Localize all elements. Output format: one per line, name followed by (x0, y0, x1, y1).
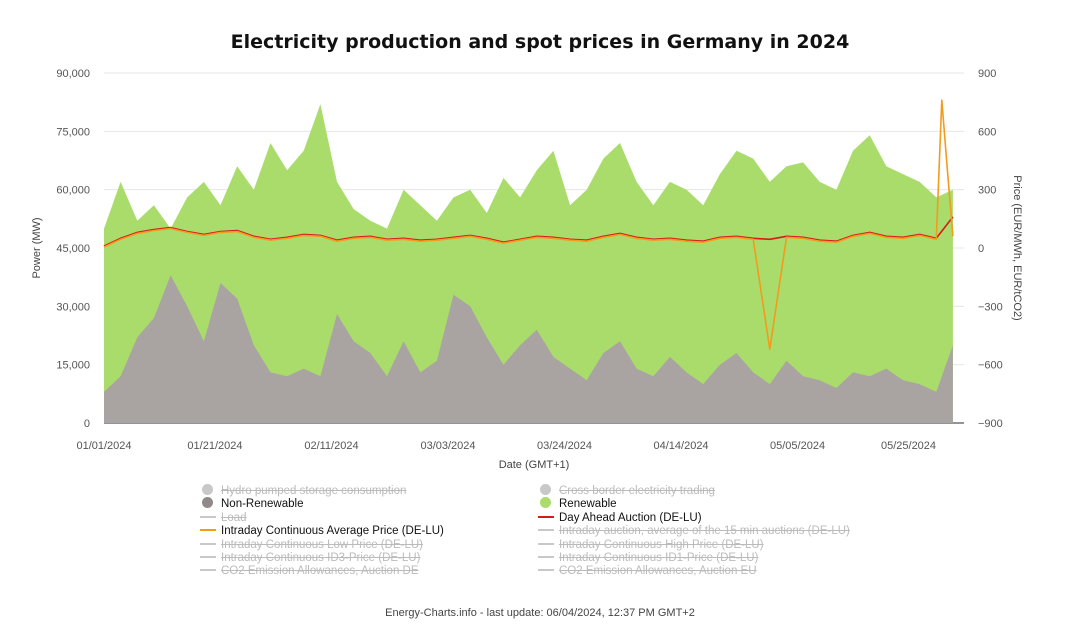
legend-item[interactable]: Non-Renewable (200, 497, 303, 511)
date-axis-title: Date (GMT+1) (499, 459, 570, 471)
y2-tick-label: 0 (978, 243, 984, 255)
legend-line-icon (200, 556, 216, 558)
legend-label: Hydro pumped storage consumption (221, 485, 407, 497)
price-axis-title: Price (EUR/MWh, EUR/tCO2) (1011, 175, 1023, 320)
x-tick-label: 01/21/2024 (187, 440, 242, 452)
legend-item[interactable]: CO2 Emission Allowances, Auction DE (200, 564, 419, 578)
legend-label: Intraday Continuous ID1-Price (DE-LU) (559, 552, 759, 564)
legend-item[interactable]: Intraday auction, average of the 15 min … (538, 524, 850, 538)
legend-label: Renewable (559, 498, 617, 511)
legend-item[interactable]: Intraday Continuous Low Price (DE-LU) (200, 538, 423, 552)
legend-label: Intraday Continuous Low Price (DE-LU) (221, 538, 423, 551)
legend-line-icon (200, 529, 216, 532)
y-tick-label: 90,000 (56, 68, 90, 80)
legend-label: Intraday Continuous Average Price (DE-LU… (221, 525, 444, 538)
y-tick-label: 45,000 (56, 243, 90, 255)
legend-item[interactable]: Intraday Continuous ID1-Price (DE-LU) (538, 551, 758, 565)
y-tick-label: 30,000 (56, 301, 90, 313)
legend-label: Cross border electricity trading (559, 485, 715, 497)
legend-dot-icon (202, 484, 213, 495)
renewable-area (104, 104, 953, 423)
legend-line-icon (538, 542, 554, 545)
legend-label: Intraday auction, average of the 15 min … (559, 525, 850, 538)
legend-line-icon (200, 569, 216, 572)
y2-tick-label: −900 (978, 418, 1003, 430)
legend-label: Load (221, 511, 247, 524)
x-tick-label: 04/14/2024 (654, 440, 709, 452)
area-series (104, 104, 953, 423)
legend-label: Non-Renewable (221, 498, 304, 511)
y2-tick-label: 600 (978, 126, 996, 138)
power-axis-title: Power (MW) (31, 217, 43, 278)
x-tick-label: 05/25/2024 (881, 440, 936, 452)
footer-credit: Energy-Charts.info - last update: 06/04/… (385, 607, 695, 619)
legend-item[interactable]: CO2 Emission Allowances, Auction EU (538, 564, 757, 578)
legend-item[interactable]: Cross border electricity trading (538, 484, 715, 498)
legend-item[interactable]: Day Ahead Auction (DE-LU) (538, 511, 702, 525)
price-series (103, 99, 954, 350)
x-tick-label: 03/03/2024 (420, 440, 475, 452)
legend-line-icon (200, 542, 216, 545)
legend-line-icon (538, 515, 554, 518)
chart-title: Electricity production and spot prices i… (231, 31, 850, 53)
legend-label: Intraday Continuous ID3-Price (DE-LU) (221, 552, 421, 564)
x-tick-label: 05/05/2024 (770, 440, 825, 452)
legend-label: Day Ahead Auction (DE-LU) (559, 511, 702, 524)
legend-label: CO2 Emission Allowances, Auction EU (559, 565, 757, 578)
intraday-average-line (103, 99, 954, 350)
y2-tick-label: 300 (978, 185, 996, 197)
legend-label: CO2 Emission Allowances, Auction DE (221, 565, 419, 578)
legend-item[interactable]: Intraday Continuous High Price (DE-LU) (538, 538, 764, 552)
date-axis-ticks: 01/01/2024 01/21/2024 02/11/2024 03/03/2024… (76, 440, 936, 452)
power-axis-ticks: 0 15,000 30,000 45,000 60,000 75,000 90,000 (56, 68, 90, 430)
legend-line-icon (200, 515, 216, 518)
day-ahead-line (103, 216, 954, 247)
y-tick-label: 75,000 (56, 126, 90, 138)
y2-tick-label: −600 (978, 360, 1003, 372)
legend-item[interactable]: Load (200, 511, 247, 525)
x-tick-label: 02/11/2024 (304, 440, 358, 452)
legend-item[interactable]: Intraday Continuous ID3-Price (DE-LU) (200, 551, 420, 565)
energy-chart: Electricity production and spot prices i… (31, 31, 1023, 471)
y-tick-label: 0 (84, 418, 90, 430)
y2-tick-label: 900 (978, 68, 996, 80)
legend-item[interactable]: Hydro pumped storage consumption (200, 484, 406, 498)
legend-item[interactable]: Intraday Continuous Average Price (DE-LU… (200, 524, 444, 538)
non-renewable-area (104, 275, 953, 423)
x-tick-label: 01/01/2024 (76, 440, 131, 452)
price-axis-ticks: −900 −600 −300 0 300 600 900 (978, 68, 1003, 430)
legend-dot-icon (540, 484, 551, 495)
y-tick-label: 15,000 (56, 360, 90, 372)
y2-tick-label: −300 (978, 301, 1003, 313)
legend-label: Intraday Continuous High Price (DE-LU) (559, 538, 764, 551)
y-tick-label: 60,000 (56, 185, 90, 197)
legend-line-icon (538, 569, 554, 572)
legend-dot-icon (202, 497, 213, 509)
legend-item[interactable]: Renewable (538, 497, 617, 511)
legend-dot-icon (540, 497, 551, 509)
x-tick-label: 03/24/2024 (537, 440, 592, 452)
legend-line-icon (538, 556, 554, 558)
legend-line-icon (538, 529, 554, 532)
chart-legend: Hydro pumped storage consumption Cross bo… (0, 484, 1080, 584)
